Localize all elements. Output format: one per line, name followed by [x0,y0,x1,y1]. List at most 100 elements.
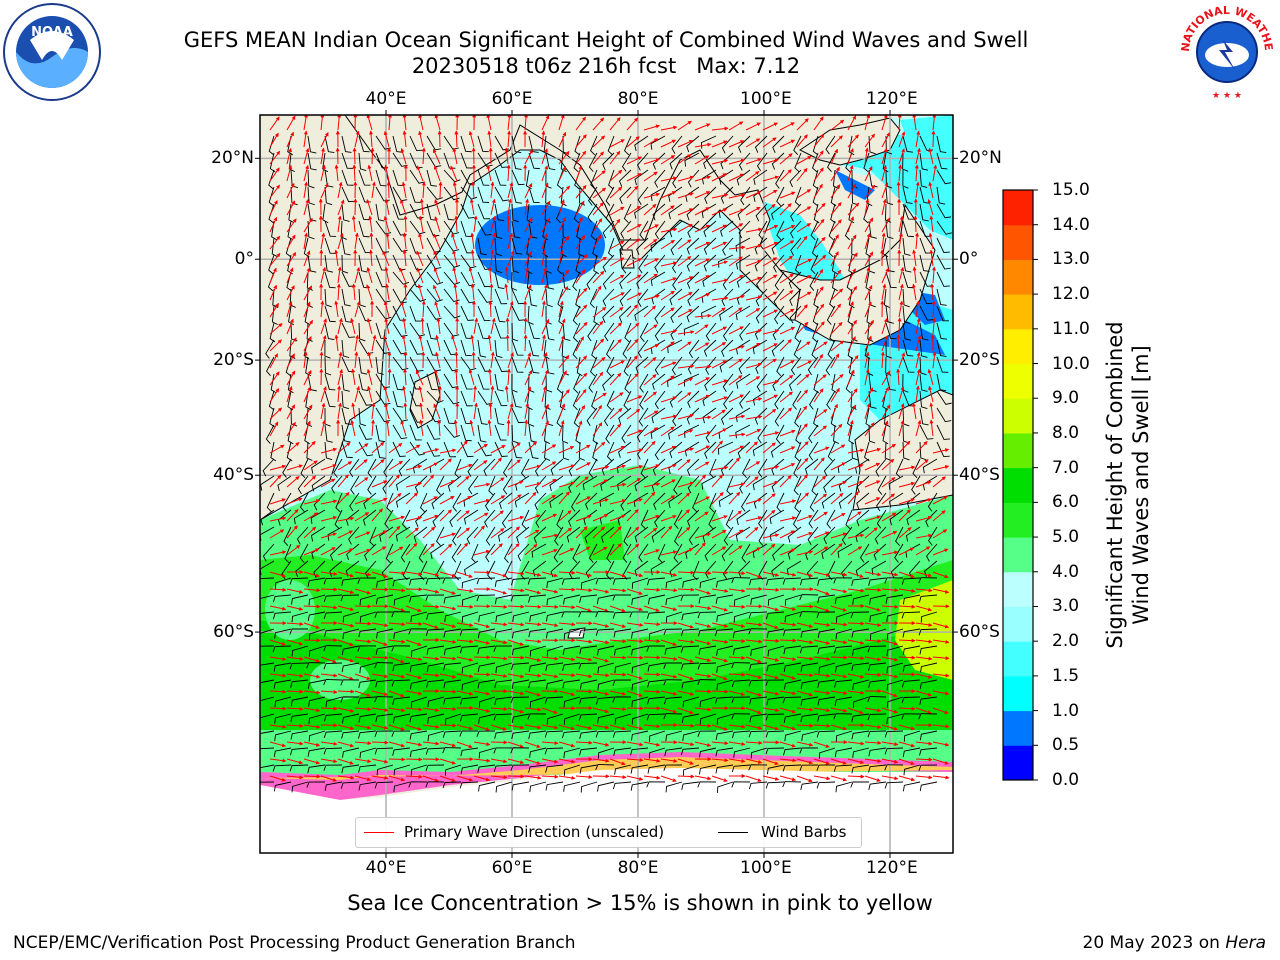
wind-barb [528,152,540,170]
wind-barb [825,135,836,155]
colorbar-tick-label: 1.5 [1052,665,1080,686]
wave-arrow [319,351,324,369]
wind-barb [718,254,734,268]
wind-barb [936,305,949,322]
wind-barb [720,152,734,170]
colorbar-tick-label: 1.0 [1052,700,1080,721]
wave-arrow [881,115,888,131]
wind-barb [936,135,947,154]
wave-arrow [417,283,424,301]
wave-arrow [694,142,712,148]
wind-barb [773,254,785,273]
wave-arrow [911,283,917,301]
wind-barb [602,254,615,273]
lon-label-top: 60°E [491,89,533,109]
wave-arrow [694,224,711,233]
wind-barb [477,271,491,288]
wave-arrow [269,116,280,131]
colorbar-tick-label: 9.0 [1052,388,1080,409]
wind-barb [736,288,751,305]
vector-field [260,115,952,793]
wave-arrow [320,115,325,131]
wind-barb [511,169,525,186]
wind-barb [637,186,649,206]
wave-arrow [677,774,695,779]
wave-arrow [864,233,871,250]
wave-arrow [929,215,934,233]
wave-arrow [897,115,902,131]
wind-barb [602,271,615,290]
colorbar-tick-label: 0.0 [1052,770,1080,790]
wave-arrow [915,232,920,250]
wave-arrow [796,118,809,131]
wind-barb [686,271,700,289]
wave-arrow [421,181,426,199]
wind-barb [652,152,666,170]
wave-arrow [269,132,279,148]
wave-arrow [928,232,934,250]
wave-arrow [575,216,583,233]
wind-barb [590,220,598,241]
wave-arrow [541,249,547,267]
wind-barb [324,322,335,341]
wind-barb [738,152,751,171]
wind-barb [753,169,768,185]
wave-arrow [418,215,424,233]
wind-barb [527,305,534,325]
wave-arrow [401,181,407,199]
wind-barb [756,271,768,290]
wave-arrow [524,198,530,216]
wave-arrow [371,181,376,199]
wave-arrow [643,158,660,165]
colorbar-title-line1: Significant Height of Combined [1103,321,1127,649]
wind-barb [623,203,632,224]
wind-barb [668,186,683,202]
wind-barb [634,135,649,151]
wind-barb [307,220,315,240]
wind-barb [341,169,354,186]
colorbar-segment [1003,710,1033,746]
wave-arrow [830,655,848,660]
wind-barb [287,220,294,241]
wave-arrow [830,288,844,301]
wave-arrow [434,216,441,233]
wave-arrow [371,740,389,745]
wind-barb [811,237,819,258]
wave-arrow [915,147,921,165]
wind-barb [902,237,911,256]
wind-barb [558,305,564,326]
wave-arrow [269,167,280,182]
graticule [260,115,953,853]
wave-arrow [592,234,602,250]
wave-arrow [334,249,339,267]
wind-barb [590,169,598,190]
wave-arrow [490,198,496,216]
wind-barb [721,288,734,307]
wave-arrow [507,181,514,199]
colorbar-tick-label: 4.0 [1052,561,1080,582]
wave-arrow [506,215,511,233]
wave-arrow [711,570,729,575]
wave-arrow [383,215,390,233]
wind-barb [671,254,683,274]
wave-arrow [929,249,934,267]
wave-arrow [928,181,934,199]
wind-barb [307,169,315,189]
wind-barb [758,220,768,240]
wave-arrow [303,217,313,233]
wave-arrow [269,216,278,233]
wind-barb [494,152,508,168]
wave-arrow [643,672,661,677]
wave-arrow [433,250,441,267]
wave-arrow [643,273,658,284]
wave-arrow [575,184,587,199]
wave-arrow [506,164,511,182]
colorbar-tick-label: 11.0 [1052,318,1090,339]
wind-barb [592,237,598,258]
wave-arrow [320,147,326,165]
wave-arrow [813,183,823,199]
wave-arrow [490,232,496,250]
wave-arrow [592,202,604,216]
wave-arrow [558,131,567,148]
wave-arrow [711,296,729,301]
